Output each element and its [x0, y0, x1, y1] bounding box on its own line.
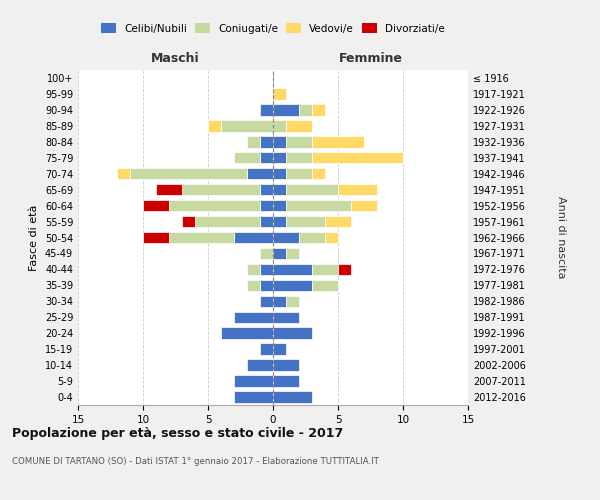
Bar	[273, 200, 286, 211]
Bar	[221, 328, 273, 339]
Bar	[260, 200, 273, 211]
Bar	[260, 184, 273, 196]
Bar	[182, 216, 195, 228]
Bar	[299, 104, 312, 116]
Bar	[273, 248, 286, 259]
Bar	[286, 216, 325, 228]
Bar	[273, 232, 299, 243]
Text: Maschi: Maschi	[151, 52, 200, 65]
Bar	[273, 360, 299, 371]
Bar	[312, 264, 338, 275]
Bar	[247, 280, 260, 291]
Bar	[260, 296, 273, 307]
Bar	[286, 200, 351, 211]
Bar	[143, 232, 169, 243]
Bar	[273, 392, 312, 403]
Bar	[247, 136, 260, 147]
Text: Popolazione per età, sesso e stato civile - 2017: Popolazione per età, sesso e stato civil…	[12, 428, 343, 440]
Bar	[273, 344, 286, 355]
Bar	[273, 136, 286, 147]
Bar	[273, 376, 299, 387]
Bar	[286, 152, 312, 164]
Bar	[182, 184, 260, 196]
Bar	[273, 216, 286, 228]
Bar	[169, 232, 234, 243]
Bar	[286, 184, 338, 196]
Y-axis label: Fasce di età: Fasce di età	[29, 204, 39, 270]
Bar	[221, 120, 273, 132]
Bar	[273, 104, 299, 116]
Bar	[247, 264, 260, 275]
Bar	[260, 344, 273, 355]
Bar	[338, 264, 351, 275]
Bar	[325, 216, 351, 228]
Bar	[143, 200, 169, 211]
Bar	[260, 280, 273, 291]
Bar	[273, 168, 286, 179]
Text: COMUNE DI TARTANO (SO) - Dati ISTAT 1° gennaio 2017 - Elaborazione TUTTITALIA.IT: COMUNE DI TARTANO (SO) - Dati ISTAT 1° g…	[12, 458, 379, 466]
Bar	[195, 216, 260, 228]
Bar	[260, 248, 273, 259]
Bar	[273, 296, 286, 307]
Bar	[286, 168, 312, 179]
Bar	[234, 232, 273, 243]
Bar	[273, 264, 312, 275]
Bar	[169, 200, 260, 211]
Bar	[273, 312, 299, 323]
Bar	[260, 216, 273, 228]
Text: Femmine: Femmine	[338, 52, 403, 65]
Bar	[156, 184, 182, 196]
Bar	[325, 232, 338, 243]
Bar	[351, 200, 377, 211]
Bar	[286, 136, 312, 147]
Bar	[247, 360, 273, 371]
Bar	[273, 88, 286, 100]
Bar	[117, 168, 130, 179]
Bar	[273, 184, 286, 196]
Bar	[299, 232, 325, 243]
Bar	[312, 136, 364, 147]
Bar	[234, 312, 273, 323]
Bar	[260, 136, 273, 147]
Bar	[260, 264, 273, 275]
Bar	[273, 280, 312, 291]
Bar	[273, 328, 312, 339]
Bar	[273, 120, 286, 132]
Bar	[338, 184, 377, 196]
Bar	[312, 280, 338, 291]
Bar	[260, 152, 273, 164]
Bar	[234, 376, 273, 387]
Bar	[312, 152, 403, 164]
Legend: Celibi/Nubili, Coniugati/e, Vedovi/e, Divorziati/e: Celibi/Nubili, Coniugati/e, Vedovi/e, Di…	[101, 24, 445, 34]
Bar	[130, 168, 247, 179]
Bar	[312, 168, 325, 179]
Bar	[286, 296, 299, 307]
Bar	[273, 152, 286, 164]
Text: Anni di nascita: Anni di nascita	[556, 196, 566, 279]
Bar	[260, 104, 273, 116]
Bar	[286, 120, 312, 132]
Bar	[312, 104, 325, 116]
Bar	[208, 120, 221, 132]
Bar	[286, 248, 299, 259]
Bar	[247, 168, 273, 179]
Bar	[234, 152, 260, 164]
Bar	[234, 392, 273, 403]
